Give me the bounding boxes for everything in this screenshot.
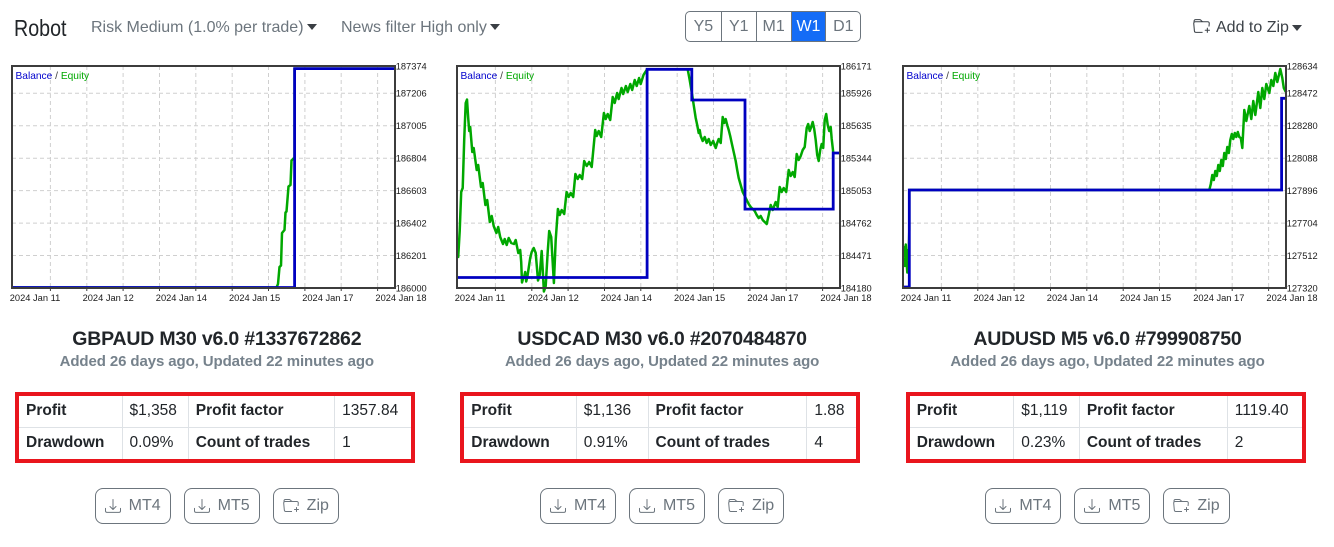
svg-text:186402: 186402 bbox=[396, 219, 427, 229]
svg-text:2024 Jan 15: 2024 Jan 15 bbox=[1120, 293, 1171, 303]
svg-text:2024 Jan 12: 2024 Jan 12 bbox=[528, 293, 579, 303]
svg-text:187206: 187206 bbox=[396, 89, 427, 99]
svg-text:2024 Jan 11: 2024 Jan 11 bbox=[900, 293, 951, 303]
svg-text:185344: 185344 bbox=[841, 154, 872, 164]
svg-text:185053: 185053 bbox=[841, 186, 872, 196]
svg-text:128472: 128472 bbox=[1286, 89, 1317, 99]
svg-text:128634: 128634 bbox=[1286, 61, 1317, 71]
svg-text:127320: 127320 bbox=[1286, 283, 1317, 293]
svg-text:2024 Jan 14: 2024 Jan 14 bbox=[156, 293, 207, 303]
svg-text:2024 Jan 11: 2024 Jan 11 bbox=[455, 293, 506, 303]
svg-text:2024 Jan 14: 2024 Jan 14 bbox=[1046, 293, 1097, 303]
svg-text:128088: 128088 bbox=[1286, 154, 1317, 164]
svg-text:186201: 186201 bbox=[396, 251, 427, 261]
svg-text:2024 Jan 17: 2024 Jan 17 bbox=[302, 293, 353, 303]
svg-text:2024 Jan 11: 2024 Jan 11 bbox=[10, 293, 61, 303]
svg-text:127896: 127896 bbox=[1286, 186, 1317, 196]
svg-text:185635: 185635 bbox=[841, 121, 872, 131]
svg-text:128280: 128280 bbox=[1286, 121, 1317, 131]
svg-text:187374: 187374 bbox=[396, 61, 427, 71]
svg-text:2024 Jan 18: 2024 Jan 18 bbox=[1266, 293, 1317, 303]
svg-text:184471: 184471 bbox=[841, 251, 872, 261]
svg-text:184180: 184180 bbox=[841, 283, 872, 293]
svg-text:2024 Jan 15: 2024 Jan 15 bbox=[229, 293, 280, 303]
svg-text:127704: 127704 bbox=[1286, 219, 1317, 229]
svg-text:2024 Jan 12: 2024 Jan 12 bbox=[973, 293, 1024, 303]
svg-text:127512: 127512 bbox=[1286, 251, 1317, 261]
svg-text:186804: 186804 bbox=[396, 154, 427, 164]
svg-text:2024 Jan 17: 2024 Jan 17 bbox=[748, 293, 799, 303]
svg-text:184762: 184762 bbox=[841, 219, 872, 229]
svg-text:2024 Jan 15: 2024 Jan 15 bbox=[674, 293, 725, 303]
svg-text:2024 Jan 17: 2024 Jan 17 bbox=[1193, 293, 1244, 303]
svg-text:Balance / Equity: Balance / Equity bbox=[16, 71, 91, 82]
svg-text:Balance / Equity: Balance / Equity bbox=[906, 71, 981, 82]
svg-text:2024 Jan 18: 2024 Jan 18 bbox=[821, 293, 872, 303]
svg-text:2024 Jan 18: 2024 Jan 18 bbox=[375, 293, 426, 303]
svg-text:Balance / Equity: Balance / Equity bbox=[461, 71, 536, 82]
svg-text:187005: 187005 bbox=[396, 121, 427, 131]
svg-text:2024 Jan 14: 2024 Jan 14 bbox=[601, 293, 652, 303]
svg-text:2024 Jan 12: 2024 Jan 12 bbox=[83, 293, 134, 303]
svg-text:186171: 186171 bbox=[841, 61, 872, 71]
svg-text:186000: 186000 bbox=[396, 283, 427, 293]
svg-text:186603: 186603 bbox=[396, 186, 427, 196]
svg-text:185926: 185926 bbox=[841, 89, 872, 99]
